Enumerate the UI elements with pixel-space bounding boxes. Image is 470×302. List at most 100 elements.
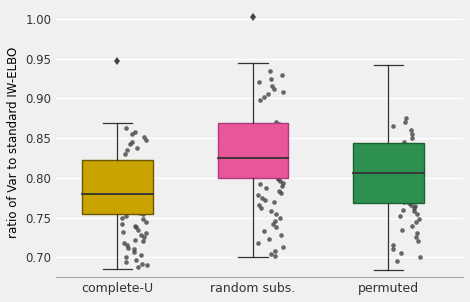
Point (267, 143, 274, 148)
Point (133, 172, 141, 176)
Point (119, 230, 126, 234)
Point (414, 147, 421, 152)
Point (275, 150, 282, 155)
Point (138, 183, 145, 188)
Point (390, 191, 398, 196)
Point (130, 206, 137, 210)
Point (393, 153, 401, 158)
Point (254, 193, 262, 198)
Point (413, 231, 420, 236)
Point (405, 193, 412, 198)
Point (402, 194, 409, 199)
Point (389, 196, 397, 201)
Point (135, 181, 143, 186)
Point (410, 209, 418, 214)
Point (267, 168, 274, 172)
Point (118, 215, 126, 220)
Point (412, 220, 419, 225)
Point (142, 137, 150, 142)
Point (271, 218, 278, 223)
Point (412, 204, 419, 209)
Point (126, 142, 134, 147)
Point (393, 259, 400, 264)
Point (279, 180, 287, 185)
Point (142, 219, 149, 224)
Point (263, 171, 270, 175)
Point (415, 217, 423, 222)
Point (143, 159, 150, 164)
Point (126, 204, 134, 209)
Point (278, 191, 285, 195)
Point (122, 260, 130, 265)
Point (393, 166, 400, 171)
Point (399, 163, 406, 168)
Point (144, 185, 151, 190)
Point (397, 172, 404, 177)
Point (133, 145, 141, 150)
Point (123, 169, 131, 174)
Point (123, 166, 130, 171)
Point (269, 222, 276, 226)
Point (405, 159, 413, 164)
Point (131, 237, 139, 242)
Point (128, 140, 136, 144)
Point (135, 191, 143, 196)
Point (122, 214, 130, 218)
Point (267, 77, 275, 82)
Point (397, 251, 405, 256)
Point (266, 69, 274, 74)
Point (413, 178, 420, 183)
Point (131, 223, 139, 228)
Point (278, 183, 285, 188)
Point (144, 196, 151, 201)
Point (254, 241, 261, 246)
Point (120, 241, 128, 246)
Point (270, 200, 278, 205)
Point (145, 209, 152, 214)
Point (274, 177, 282, 182)
Point (273, 140, 280, 145)
Point (412, 235, 420, 240)
Point (269, 83, 276, 88)
Point (408, 132, 416, 137)
Point (134, 174, 141, 179)
Point (279, 245, 287, 249)
Point (141, 134, 148, 139)
Point (138, 179, 146, 184)
Point (275, 121, 282, 126)
Point (260, 229, 267, 233)
Point (130, 202, 138, 207)
Point (255, 80, 263, 85)
Point (266, 153, 274, 157)
Point (136, 210, 143, 215)
Point (390, 124, 397, 129)
Point (414, 187, 422, 191)
Point (260, 94, 268, 99)
Point (273, 163, 280, 168)
Point (407, 180, 415, 185)
Point (273, 225, 280, 230)
Point (394, 185, 402, 190)
Point (137, 233, 145, 237)
Point (140, 239, 147, 244)
Bar (82, 160, 153, 214)
Point (407, 128, 415, 133)
Point (278, 73, 286, 78)
Point (400, 199, 407, 204)
Point (399, 198, 407, 203)
Point (267, 252, 274, 257)
Point (126, 163, 134, 168)
Point (400, 140, 407, 144)
Point (140, 217, 147, 222)
Point (416, 255, 423, 260)
Point (407, 202, 415, 207)
Point (389, 144, 397, 149)
Point (271, 172, 278, 177)
Point (397, 156, 405, 161)
Point (396, 182, 404, 187)
Point (265, 237, 273, 242)
Point (396, 214, 403, 218)
Point (265, 92, 272, 97)
Point (267, 209, 275, 214)
Point (272, 120, 279, 125)
